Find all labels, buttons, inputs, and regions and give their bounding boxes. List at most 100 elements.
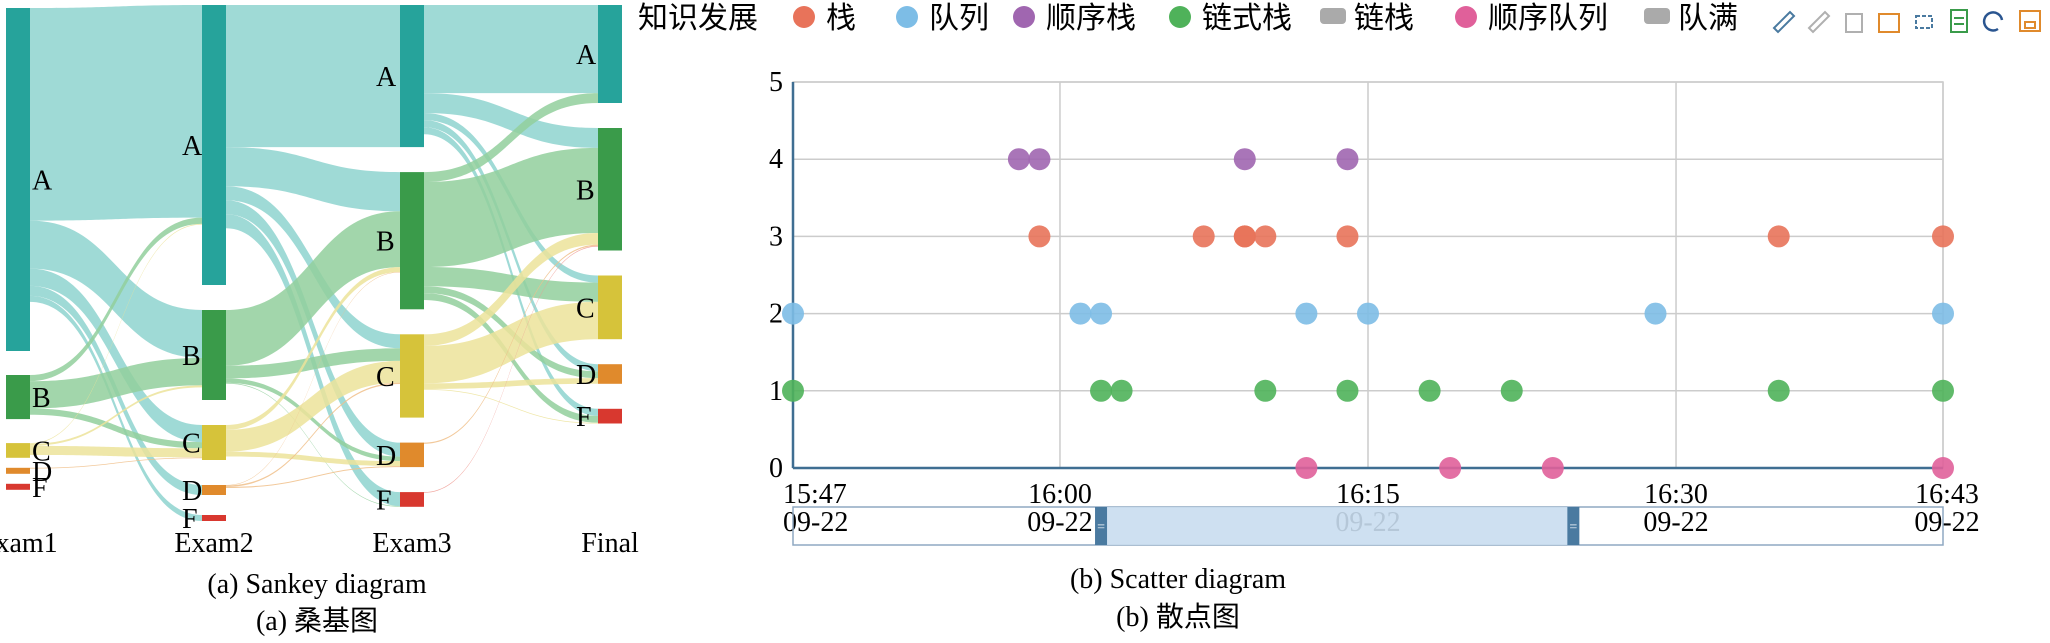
sankey-node-label: F <box>32 473 48 504</box>
sankey-node-label: A <box>182 131 203 162</box>
legend-label: 顺序队列 <box>1488 1 1608 36</box>
sankey-node-exam1-a <box>6 8 30 351</box>
scatter-point[interactable] <box>1110 379 1133 402</box>
sankey-node-exam2-b <box>202 310 226 400</box>
scatter-point[interactable] <box>1295 302 1318 325</box>
sankey-node-label: F <box>576 402 592 433</box>
data-zoom-handle-left[interactable] <box>1095 507 1108 545</box>
y-tick-label: 1 <box>769 376 783 407</box>
legend-item[interactable]: 栈 <box>793 1 856 36</box>
sankey-node-label: C <box>576 293 595 324</box>
scatter-point[interactable] <box>1069 302 1092 325</box>
legend-marker <box>793 6 815 28</box>
sankey-link <box>226 200 400 457</box>
x-tick-time: 16:15 <box>1336 479 1400 510</box>
sankey-link <box>424 127 598 416</box>
legend-item[interactable]: 链栈 <box>1320 1 1414 36</box>
y-tick-label: 5 <box>769 67 783 98</box>
scatter-caption-en: (b) Scatter diagram <box>1070 564 1286 595</box>
sankey-link <box>424 245 598 493</box>
data-zoom-handle-right[interactable] <box>1567 507 1580 545</box>
sankey-node-label: B <box>182 341 201 372</box>
scatter-point[interactable] <box>1644 302 1667 325</box>
scatter-point[interactable] <box>1500 379 1523 402</box>
scatter-point[interactable] <box>1295 457 1318 479</box>
sankey-stage-label: Exam3 <box>372 528 451 559</box>
scatter-point[interactable] <box>1767 379 1790 402</box>
sankey-link <box>30 5 202 221</box>
x-tick-time: 16:43 <box>1915 479 1979 510</box>
legend-label: 栈 <box>826 1 856 36</box>
sankey-link <box>424 5 598 94</box>
scatter-point[interactable] <box>1932 302 1954 325</box>
sankey-link <box>30 457 202 469</box>
scatter-point[interactable] <box>1932 457 1954 479</box>
scatter-point[interactable] <box>782 379 804 402</box>
scatter-point[interactable] <box>1233 148 1256 171</box>
legend-item[interactable]: 队列 <box>896 1 989 36</box>
sankey-node-exam2-a <box>202 5 226 285</box>
sankey-node-label: F <box>182 504 198 535</box>
sankey-link <box>226 147 400 212</box>
sankey-link <box>226 348 400 379</box>
scatter-point[interactable] <box>1192 225 1215 248</box>
pencil-plus-icon[interactable] <box>1772 10 1796 34</box>
scatter-point[interactable] <box>1336 379 1359 402</box>
sankey-link <box>226 451 400 466</box>
legend-item[interactable]: 顺序栈 <box>1013 1 1136 36</box>
scatter-point[interactable] <box>1932 379 1954 402</box>
sankey-stage-label: Final <box>581 528 639 559</box>
scatter-point[interactable] <box>1028 225 1051 248</box>
x-tick-date: 09-22 <box>1027 507 1092 538</box>
sankey-node-label: D <box>376 441 396 472</box>
scatter-point[interactable] <box>1254 379 1277 402</box>
sankey-node-label: D <box>182 476 202 507</box>
lasso-select-icon[interactable] <box>1915 15 1933 29</box>
data-view-icon[interactable] <box>1950 9 1968 33</box>
scatter-point[interactable] <box>1767 225 1790 248</box>
sankey-link <box>30 268 202 443</box>
sankey-link <box>424 93 598 182</box>
legend-item[interactable]: 链式栈 <box>1169 1 1292 36</box>
scatter-point[interactable] <box>1336 148 1359 171</box>
refresh-icon[interactable] <box>1982 11 2004 32</box>
scatter-point[interactable] <box>1932 225 1954 248</box>
sankey-node-exam3-a <box>400 5 424 148</box>
sankey-node-exam1-b <box>6 375 30 420</box>
x-tick-time: 16:30 <box>1644 479 1708 510</box>
scatter-point[interactable] <box>1336 225 1359 248</box>
legend-label: 队满 <box>1678 1 1738 36</box>
data-zoom-window[interactable] <box>1101 507 1574 545</box>
sankey-link <box>424 244 598 444</box>
sankey-node-label: C <box>376 362 395 393</box>
sankey-node-label: D <box>32 457 52 488</box>
sankey-links <box>30 5 598 521</box>
scatter-point[interactable] <box>1439 457 1462 479</box>
scatter-point[interactable] <box>782 302 804 325</box>
data-zoom-slider[interactable]: = = <box>792 506 1944 546</box>
legend-item[interactable]: 队满 <box>1644 1 1738 36</box>
legend-item[interactable]: 顺序队列 <box>1455 1 1608 36</box>
eraser-icon[interactable] <box>1845 13 1863 33</box>
sankey-node-label: B <box>376 227 395 258</box>
scatter-point[interactable] <box>1541 457 1564 479</box>
pencil-icon[interactable] <box>1807 10 1831 34</box>
scatter-point[interactable] <box>1233 225 1256 248</box>
sankey-node-exam3-c <box>400 334 424 418</box>
rect-select-icon[interactable] <box>1878 13 1900 33</box>
scatter-point[interactable] <box>1090 379 1113 402</box>
scatter-point[interactable] <box>1028 148 1051 171</box>
sankey-link <box>424 378 598 389</box>
save-icon[interactable] <box>2019 10 2041 32</box>
legend-marker <box>1169 6 1191 28</box>
sankey-link <box>226 5 400 148</box>
scatter-point[interactable] <box>1090 302 1113 325</box>
scatter-grid <box>792 81 1944 469</box>
scatter-point[interactable] <box>1418 379 1441 402</box>
scatter-point[interactable] <box>1254 225 1277 248</box>
sankey-node-final-f <box>598 408 622 424</box>
data-zoom-handle-label: = <box>1097 520 1105 535</box>
scatter-point[interactable] <box>1357 302 1379 325</box>
sankey-link <box>226 272 400 486</box>
scatter-point[interactable] <box>1007 148 1030 171</box>
